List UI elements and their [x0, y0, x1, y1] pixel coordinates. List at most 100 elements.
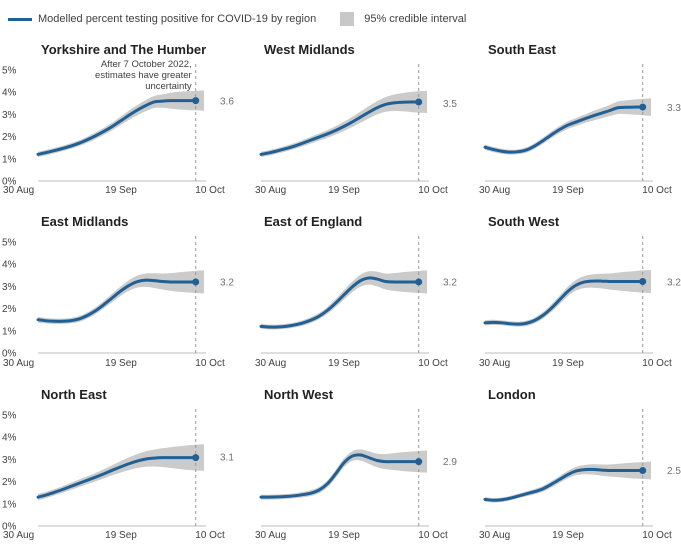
x-tick-label: 10 Oct: [418, 530, 448, 541]
credible-interval-band: [38, 270, 204, 324]
y-tick-label: 5%: [2, 238, 17, 249]
end-value-label: 3.2: [667, 277, 681, 288]
chart-panel: North West 2.9 30 Aug 19 Sep 10 Oct: [255, 387, 457, 541]
end-point: [415, 278, 423, 286]
end-point: [639, 278, 647, 286]
y-tick-label: 1%: [2, 326, 17, 337]
y-tick-label: 3%: [2, 110, 17, 121]
end-value-label: 3.1: [220, 453, 234, 464]
credible-interval-band: [38, 444, 204, 501]
estimate-line: [483, 467, 645, 502]
end-value-label: 3.3: [667, 103, 681, 114]
estimate-line: [259, 276, 421, 329]
panel-title: East of England: [264, 214, 362, 229]
x-tick-label: 30 Aug: [479, 358, 510, 369]
annotation-line: After 7 October 2022,: [101, 59, 192, 70]
end-value-label: 3.6: [220, 97, 234, 108]
x-tick-label: 19 Sep: [105, 530, 137, 541]
panel-title: West Midlands: [264, 42, 355, 57]
end-point: [192, 97, 200, 105]
x-tick-label: 30 Aug: [255, 358, 286, 369]
estimate-line: [259, 453, 421, 499]
panel-title: South East: [488, 42, 557, 57]
end-value-label: 2.9: [443, 457, 457, 468]
end-point: [415, 98, 423, 106]
end-point: [192, 454, 200, 462]
y-tick-label: 2%: [2, 304, 17, 315]
x-tick-label: 30 Aug: [479, 185, 510, 196]
panel-title: North East: [41, 387, 107, 402]
end-point: [192, 278, 200, 286]
estimate-line: [483, 105, 645, 154]
estimate-line: [36, 99, 198, 156]
uncertainty-annotation: After 7 October 2022, estimates have grea…: [95, 59, 192, 92]
chart-panel: North East 0% 1% 2% 3% 4% 5% 3.1 30 Aug 19 Sep 10 …: [2, 387, 234, 541]
y-tick-label: 0%: [2, 177, 17, 188]
annotation-line: uncertainty: [145, 81, 192, 92]
end-value-label: 3.5: [443, 99, 457, 110]
credible-interval-band: [485, 461, 651, 503]
y-tick-label: 4%: [2, 260, 17, 271]
x-tick-label: 19 Sep: [328, 358, 360, 369]
x-tick-label: 30 Aug: [3, 185, 34, 196]
y-tick-label: 2%: [2, 132, 17, 143]
chart-panel: London 2.5 30 Aug 19 Sep 10 Oct: [479, 387, 681, 541]
x-tick-label: 30 Aug: [255, 530, 286, 541]
estimate-line: [259, 100, 421, 156]
x-tick-label: 30 Aug: [479, 530, 510, 541]
estimate-line: [36, 278, 198, 323]
end-point: [639, 467, 647, 474]
chart-panel: South East 3.3 30 Aug 19 Sep 10 Oct: [479, 42, 681, 196]
x-tick-label: 19 Sep: [552, 185, 584, 196]
legend-band-swatch: [340, 12, 355, 26]
credible-interval-band: [261, 449, 427, 500]
y-tick-label: 1%: [2, 499, 17, 510]
chart-panel: West Midlands 3.5 30 Aug 19 Sep 10 Oct: [255, 42, 457, 196]
estimate-line: [36, 456, 198, 499]
legend-line-label: Modelled percent testing positive for CO…: [38, 13, 317, 25]
annotation-line: estimates have greater: [95, 70, 192, 81]
x-tick-label: 19 Sep: [328, 185, 360, 196]
x-tick-label: 19 Sep: [552, 530, 584, 541]
panel-title: North West: [264, 387, 334, 402]
x-tick-label: 10 Oct: [195, 358, 225, 369]
x-tick-label: 10 Oct: [642, 358, 672, 369]
credible-interval-band: [38, 90, 204, 158]
x-tick-label: 19 Sep: [328, 530, 360, 541]
y-tick-label: 2%: [2, 477, 17, 488]
legend-band-label: 95% credible interval: [364, 13, 467, 25]
x-tick-label: 10 Oct: [418, 358, 448, 369]
x-tick-label: 10 Oct: [195, 530, 225, 541]
credible-interval-band: [261, 270, 427, 330]
chart-panel: Yorkshire and The Humber 0% 1% 2% 3% 4% 5% 3.6 3…: [2, 42, 234, 196]
legend-line-swatch: [8, 17, 32, 21]
x-tick-label: 19 Sep: [552, 358, 584, 369]
chart-panel: East of England 3.2 30 Aug 19 Sep 10 Oct: [255, 214, 457, 369]
x-tick-label: 10 Oct: [642, 530, 672, 541]
end-point: [639, 103, 647, 111]
end-value-label: 3.2: [443, 277, 457, 288]
x-tick-label: 19 Sep: [105, 358, 137, 369]
y-tick-label: 4%: [2, 433, 17, 444]
panel-title: South West: [488, 214, 560, 229]
end-value-label: 2.5: [667, 466, 681, 477]
chart-panel: South West 3.2 30 Aug 19 Sep 10 Oct: [479, 214, 681, 369]
x-tick-label: 30 Aug: [3, 530, 34, 541]
x-tick-label: 19 Sep: [105, 185, 137, 196]
y-tick-label: 4%: [2, 88, 17, 99]
panel-title: Yorkshire and The Humber: [41, 42, 206, 57]
y-tick-label: 0%: [2, 349, 17, 360]
legend: Modelled percent testing positive for CO…: [8, 11, 466, 27]
x-tick-label: 10 Oct: [642, 185, 672, 196]
y-tick-label: 5%: [2, 66, 17, 77]
x-tick-label: 10 Oct: [195, 185, 225, 196]
panel-title: East Midlands: [41, 214, 128, 229]
x-tick-label: 30 Aug: [255, 185, 286, 196]
end-point: [415, 458, 423, 466]
credible-interval-band: [261, 90, 427, 158]
y-tick-label: 0%: [2, 522, 17, 533]
y-tick-label: 5%: [2, 411, 17, 422]
chart-panel: East Midlands 0% 1% 2% 3% 4% 5% 3.2 30 Aug 19 Sep…: [2, 214, 234, 369]
y-tick-label: 1%: [2, 154, 17, 165]
